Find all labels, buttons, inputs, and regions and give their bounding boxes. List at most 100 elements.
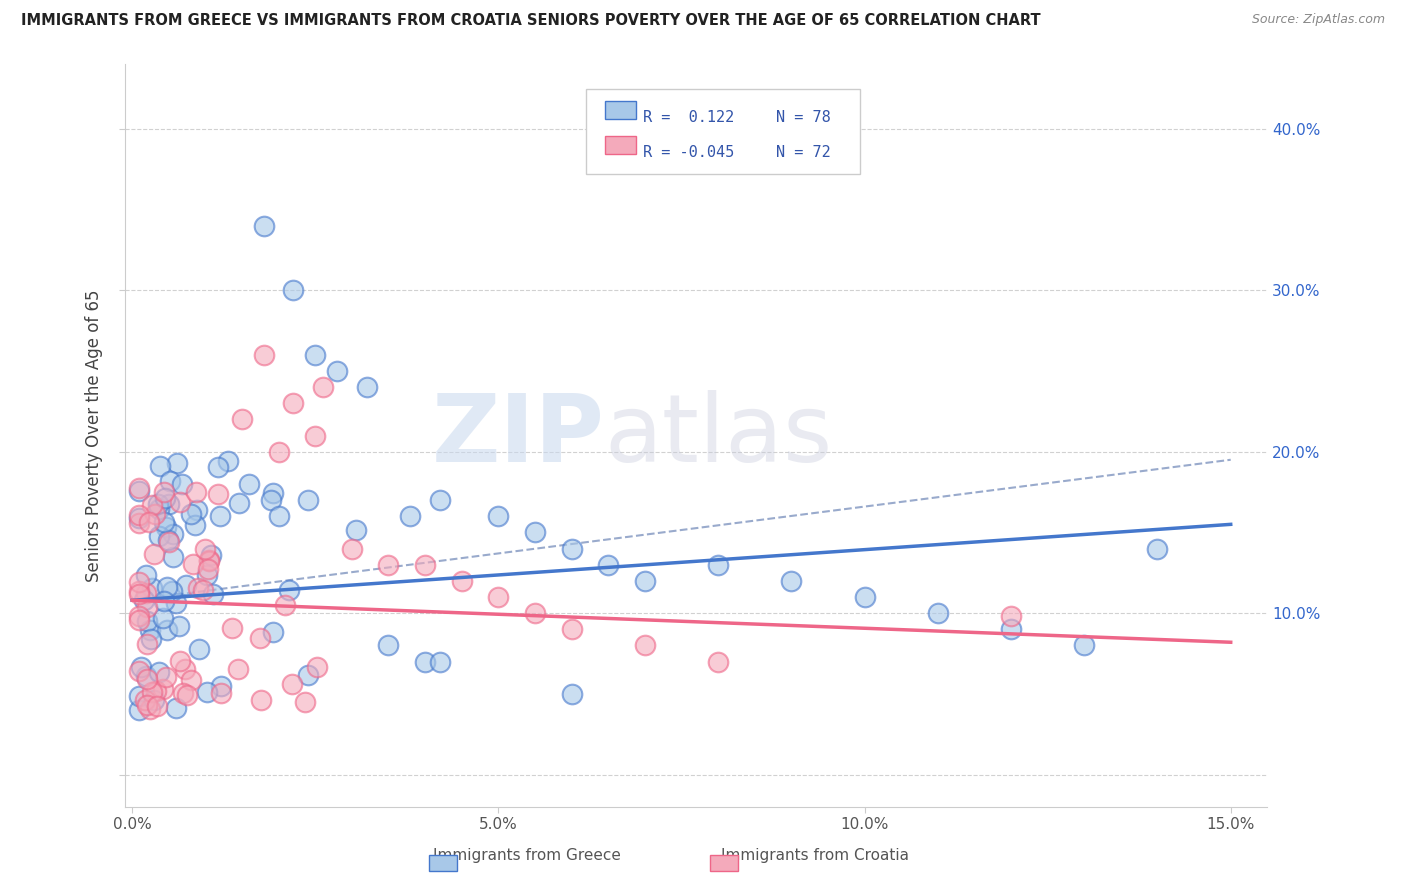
- Point: [304, 348, 326, 362]
- Point: [278, 583, 301, 598]
- Point: [143, 547, 166, 561]
- Point: [128, 511, 150, 525]
- Point: [377, 639, 399, 653]
- Point: [202, 587, 225, 601]
- Point: [217, 454, 239, 468]
- Point: [238, 477, 260, 491]
- Point: [283, 283, 305, 297]
- Point: [181, 557, 204, 571]
- Point: [707, 655, 730, 669]
- Point: [155, 520, 177, 534]
- Point: [249, 631, 271, 645]
- Point: [184, 484, 207, 499]
- Point: [152, 611, 174, 625]
- Point: [139, 701, 162, 715]
- Point: [297, 493, 319, 508]
- Point: [267, 509, 290, 524]
- Point: [152, 594, 174, 608]
- Point: [450, 574, 472, 588]
- Point: [160, 584, 183, 599]
- Point: [169, 495, 191, 509]
- Point: [153, 515, 176, 529]
- Point: [523, 606, 546, 620]
- Point: [260, 493, 283, 508]
- Point: [294, 695, 316, 709]
- Point: [561, 687, 583, 701]
- Point: [197, 554, 219, 568]
- Point: [143, 692, 166, 706]
- Point: [169, 654, 191, 668]
- Point: [170, 476, 193, 491]
- Point: [128, 613, 150, 627]
- Point: [128, 587, 150, 601]
- Point: [136, 615, 159, 629]
- Point: [226, 662, 249, 676]
- Point: [486, 590, 509, 604]
- Point: [128, 516, 150, 530]
- Point: [128, 574, 150, 589]
- Point: [853, 590, 876, 604]
- Point: [249, 692, 271, 706]
- Point: [128, 508, 150, 522]
- Point: [377, 558, 399, 572]
- Point: [186, 503, 208, 517]
- Point: [149, 458, 172, 473]
- Point: [156, 624, 179, 638]
- Point: [486, 509, 509, 524]
- Point: [157, 533, 180, 547]
- Text: R =  0.122: R = 0.122: [643, 110, 734, 125]
- Point: [283, 396, 305, 410]
- Point: [141, 684, 163, 698]
- Point: [145, 684, 167, 698]
- Text: IMMIGRANTS FROM GREECE VS IMMIGRANTS FROM CROATIA SENIORS POVERTY OVER THE AGE O: IMMIGRANTS FROM GREECE VS IMMIGRANTS FRO…: [21, 13, 1040, 29]
- Point: [174, 577, 197, 591]
- Point: [128, 703, 150, 717]
- Text: N = 78: N = 78: [776, 110, 831, 125]
- Point: [523, 525, 546, 540]
- Point: [209, 686, 232, 700]
- Point: [207, 460, 229, 475]
- Text: N = 72: N = 72: [776, 145, 831, 160]
- Point: [927, 606, 949, 620]
- Point: [231, 412, 253, 426]
- Point: [262, 485, 284, 500]
- Point: [228, 496, 250, 510]
- Point: [780, 574, 803, 588]
- Text: R = -0.045: R = -0.045: [643, 145, 734, 160]
- Point: [129, 660, 152, 674]
- Point: [281, 676, 304, 690]
- Point: [135, 669, 157, 683]
- Point: [148, 502, 170, 516]
- Point: [155, 670, 177, 684]
- Point: [153, 491, 176, 505]
- Point: [165, 596, 187, 610]
- Point: [128, 609, 150, 624]
- Point: [167, 619, 190, 633]
- Point: [598, 558, 620, 572]
- Point: [172, 686, 194, 700]
- Point: [413, 655, 436, 669]
- Point: [253, 348, 276, 362]
- Point: [209, 679, 232, 693]
- Point: [304, 428, 326, 442]
- Point: [429, 493, 451, 508]
- Point: [253, 219, 276, 233]
- Point: [561, 623, 583, 637]
- Point: [707, 558, 730, 572]
- Text: ZIP: ZIP: [432, 390, 605, 482]
- Point: [194, 541, 217, 556]
- Point: [136, 672, 159, 686]
- Point: [1146, 541, 1168, 556]
- Point: [141, 581, 163, 595]
- Point: [187, 582, 209, 596]
- Point: [221, 621, 243, 635]
- Point: [1000, 609, 1022, 624]
- Point: [262, 625, 284, 640]
- Point: [176, 688, 198, 702]
- Point: [198, 553, 221, 567]
- Point: [162, 549, 184, 564]
- Point: [326, 364, 349, 378]
- Point: [135, 698, 157, 712]
- Text: Immigrants from Croatia: Immigrants from Croatia: [721, 847, 910, 863]
- Point: [200, 548, 222, 562]
